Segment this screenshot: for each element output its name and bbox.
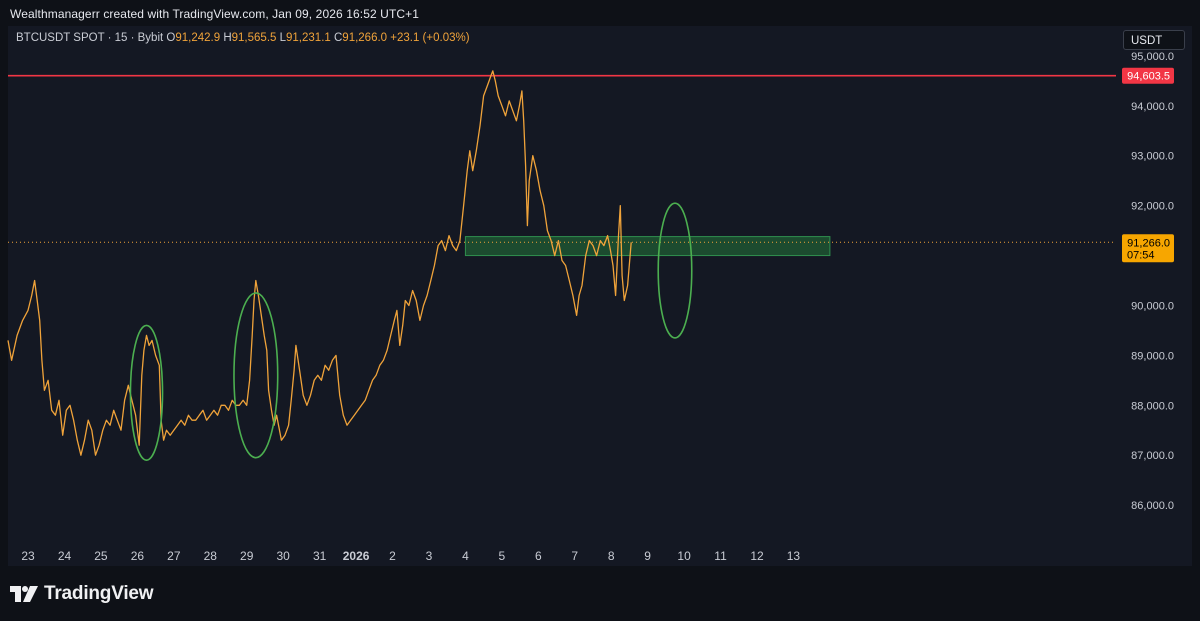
resistance-price-tag bbox=[1122, 67, 1174, 84]
x-tick-label: 6 bbox=[535, 549, 542, 563]
tradingview-logo[interactable]: TradingView bbox=[10, 583, 154, 605]
countdown-label: 07:54 bbox=[1127, 249, 1155, 261]
chart-frame[interactable] bbox=[8, 26, 1192, 566]
high-label: H bbox=[223, 32, 232, 44]
x-tick-label: 29 bbox=[240, 549, 254, 563]
x-tick-label: 26 bbox=[131, 549, 145, 563]
y-tick-label: 87,000.0 bbox=[1131, 450, 1174, 462]
series-layer bbox=[7, 70, 632, 456]
chart-caption: Wealthmanagerr created with TradingView.… bbox=[10, 7, 420, 21]
y-tick-label: 93,000.0 bbox=[1131, 151, 1174, 163]
highlight-ellipse-3 bbox=[657, 202, 693, 339]
y-tick-label: 89,000.0 bbox=[1131, 350, 1174, 362]
last-price-label: 91,266.0 bbox=[1127, 237, 1170, 249]
x-tick-label: 9 bbox=[644, 549, 651, 563]
x-tick-label: 4 bbox=[462, 549, 469, 563]
x-tick-label: 30 bbox=[276, 549, 290, 563]
y-tick-label: 94,000.0 bbox=[1131, 101, 1174, 113]
high-value: 91,565.5 bbox=[231, 32, 277, 44]
x-tick-label: 8 bbox=[608, 549, 615, 563]
low-label: L bbox=[279, 32, 287, 44]
change-value: +23.1 (+0.03%) bbox=[390, 32, 470, 44]
last-price-tag bbox=[1122, 234, 1174, 263]
y-tick-label: 90,000.0 bbox=[1131, 300, 1174, 312]
symbol-info: BTCUSDT SPOT · 15 · Bybit O91,242.9 H91,… bbox=[16, 32, 470, 44]
highlight-ellipse-1 bbox=[129, 324, 164, 461]
symbol-title: BTCUSDT SPOT · 15 · Bybit bbox=[16, 32, 164, 44]
x-tick-label: 11 bbox=[714, 549, 727, 563]
open-label: O bbox=[166, 32, 176, 44]
price-series-line bbox=[7, 70, 632, 456]
support-zone-layer bbox=[8, 74, 1116, 257]
highlight-ellipse-2 bbox=[233, 292, 279, 459]
close-value: 91,266.0 bbox=[342, 32, 388, 44]
y-tick-label: 95,000.0 bbox=[1131, 51, 1174, 63]
resistance-price-label: 94,603.5 bbox=[1127, 71, 1170, 83]
x-tick-label: 24 bbox=[58, 549, 72, 563]
x-tick-label: 7 bbox=[571, 549, 578, 563]
y-tick-label: 86,000.0 bbox=[1131, 500, 1174, 512]
open-value: 91,242.9 bbox=[175, 32, 221, 44]
x-tick-label: 31 bbox=[313, 549, 327, 563]
brand-name: TradingView bbox=[44, 583, 154, 604]
currency-button[interactable]: USDT bbox=[1123, 30, 1185, 50]
x-tick-label: 2026 bbox=[343, 549, 370, 563]
y-tick-label: 92,000.0 bbox=[1131, 201, 1174, 213]
x-tick-label: 12 bbox=[750, 549, 764, 563]
close-label: C bbox=[333, 32, 343, 44]
low-value: 91,231.1 bbox=[286, 32, 331, 44]
y-tick-label: 88,000.0 bbox=[1131, 400, 1174, 412]
x-tick-label: 5 bbox=[499, 549, 506, 563]
x-tick-label: 28 bbox=[204, 549, 218, 563]
x-tick-label: 13 bbox=[787, 549, 801, 563]
axis-layer: 95,000.0 94,000.0 93,000.0 92,000.0 90,000.0… bbox=[21, 51, 1174, 563]
x-tick-label: 25 bbox=[94, 549, 108, 563]
x-tick-label: 27 bbox=[167, 549, 181, 563]
overlay-layer bbox=[129, 202, 693, 461]
support-zone bbox=[464, 236, 831, 257]
x-tick-label: 23 bbox=[21, 549, 35, 563]
x-tick-label: 2 bbox=[389, 549, 396, 563]
x-tick-label: 3 bbox=[426, 549, 433, 563]
tradingview-icon bbox=[10, 586, 38, 602]
x-tick-label: 10 bbox=[677, 549, 691, 563]
